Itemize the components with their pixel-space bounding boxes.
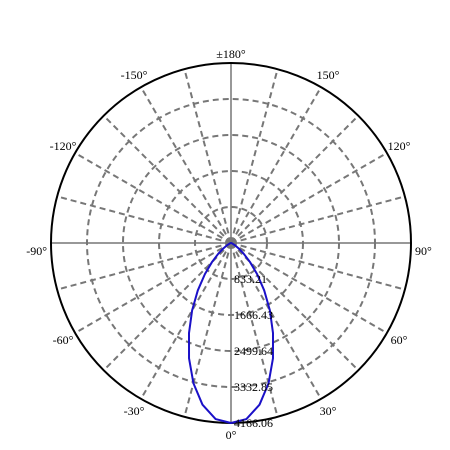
radial-tick-label: 2499.64 bbox=[234, 344, 273, 358]
grid-spoke-195 bbox=[183, 68, 232, 244]
angle-label: 90° bbox=[415, 244, 432, 258]
intensity-curve-group bbox=[188, 242, 274, 424]
grid-spoke-210 bbox=[140, 86, 232, 244]
angle-label: -150° bbox=[121, 68, 148, 82]
angle-label: 30° bbox=[320, 404, 337, 418]
grid-spoke-30 bbox=[230, 242, 322, 400]
grid-spoke-15 bbox=[230, 242, 279, 418]
grid-spoke-150 bbox=[230, 86, 322, 244]
angle-labels: ±180° -150° 150° -120° 120° -90° 90° -60° 60° -30… bbox=[26, 47, 432, 442]
radial-tick-label: 3332.85 bbox=[234, 380, 273, 394]
grid-spoke-105 bbox=[230, 195, 406, 244]
grid-spoke-255 bbox=[56, 195, 232, 244]
angle-label: -60° bbox=[53, 333, 74, 347]
grid-spoke-135 bbox=[230, 115, 359, 244]
angle-label: 150° bbox=[317, 68, 340, 82]
angle-label: 60° bbox=[391, 333, 408, 347]
grid-spoke-165 bbox=[230, 68, 279, 244]
grid-spoke-300 bbox=[74, 242, 232, 334]
angle-label: -30° bbox=[124, 404, 145, 418]
angle-label: 0° bbox=[226, 428, 237, 442]
radial-tick-label: 1666.43 bbox=[234, 308, 273, 322]
radial-tick-label: 833.21 bbox=[234, 272, 267, 286]
grid-spoke-345 bbox=[183, 242, 232, 418]
angle-label: ±180° bbox=[216, 47, 246, 61]
grid-spoke-225 bbox=[103, 115, 232, 244]
grid-spoke-285 bbox=[56, 242, 232, 291]
angle-label: -90° bbox=[26, 244, 47, 258]
grid-spoke-240 bbox=[74, 152, 232, 244]
grid-spoke-330 bbox=[140, 242, 232, 400]
angle-label: 120° bbox=[388, 139, 411, 153]
grid-spoke-75 bbox=[230, 242, 406, 291]
radial-tick-labels: 833.21 1666.43 2499.64 3332.85 4166.06 bbox=[234, 272, 273, 430]
angle-label: -120° bbox=[50, 139, 77, 153]
polar-grid bbox=[51, 63, 411, 423]
grid-spoke-120 bbox=[230, 152, 388, 244]
radial-tick-label: 4166.06 bbox=[234, 416, 273, 430]
intensity-curve-0 bbox=[188, 242, 274, 424]
grid-spoke-60 bbox=[230, 242, 388, 334]
